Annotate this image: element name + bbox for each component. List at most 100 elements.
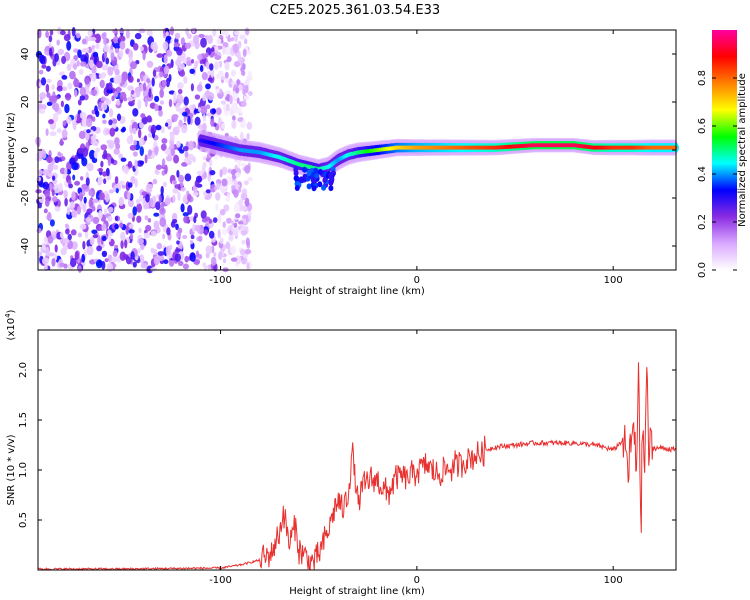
noise-speckle (37, 151, 43, 160)
noise-speckle (86, 245, 94, 256)
x-tick-label: 100 (604, 275, 623, 286)
noise-speckle (114, 137, 120, 146)
noise-speckle (242, 88, 246, 96)
noise-speckle (246, 121, 253, 130)
noise-speckle (248, 91, 253, 96)
noise-speckle (147, 218, 152, 223)
noise-speckle (160, 185, 164, 195)
noise-speckle (186, 33, 192, 39)
noise-speckle (92, 234, 99, 239)
noise-speckle (206, 61, 210, 70)
noise-speckle (46, 92, 51, 98)
noise-speckle (46, 156, 53, 163)
y-tick-label: 1.5 (18, 412, 29, 428)
noise-speckle (204, 195, 211, 200)
noise-speckle (226, 56, 232, 63)
noise-speckle (51, 258, 56, 267)
noise-speckle (114, 215, 119, 221)
noise-speckle (187, 153, 194, 161)
noise-speckle (90, 72, 97, 82)
noise-speckle (157, 255, 165, 261)
noise-speckle (175, 59, 182, 67)
noise-speckle (51, 84, 55, 91)
noise-speckle (80, 61, 87, 67)
noise-speckle (63, 34, 71, 42)
colorbar-tick-label: 0.8 (697, 70, 708, 86)
noise-speckle (154, 95, 160, 103)
noise-speckle (53, 102, 60, 113)
noise-speckle (164, 148, 171, 155)
noise-speckle (64, 223, 69, 229)
noise-speckle (82, 147, 89, 158)
noise-speckle (38, 194, 45, 203)
noise-speckle (244, 38, 248, 45)
noise-speckle (56, 39, 60, 46)
y-tick-label: 1.0 (18, 462, 29, 478)
noise-speckle (231, 185, 236, 191)
noise-speckle (159, 71, 164, 78)
colorbar: 0.0 0.2 0.4 0.6 0.8 Normalized spectral ampl… (697, 30, 748, 278)
noise-speckle (244, 164, 251, 174)
noise-speckle (214, 46, 219, 51)
ridge-scatter (299, 177, 305, 184)
noise-speckle (200, 210, 207, 220)
ridge-scatter (294, 175, 299, 182)
noise-speckle (143, 232, 150, 239)
noise-speckle (182, 146, 189, 152)
noise-speckle (127, 198, 134, 208)
noise-speckle (78, 69, 84, 75)
noise-speckle (228, 234, 234, 242)
noise-speckle (113, 90, 119, 98)
noise-speckle (78, 130, 86, 140)
noise-speckle (89, 135, 97, 145)
noise-speckle (121, 184, 126, 189)
noise-speckle (107, 215, 113, 222)
noise-speckle (160, 126, 165, 134)
noise-speckle (166, 49, 173, 57)
noise-speckle (87, 46, 93, 54)
noise-speckle (210, 118, 215, 127)
noise-speckle (202, 161, 207, 168)
noise-speckle (62, 238, 70, 245)
colorbar-tick-label: 0.4 (697, 166, 708, 182)
noise-speckle (140, 74, 144, 82)
noise-speckle (119, 222, 124, 229)
noise-speckle (47, 163, 54, 173)
noise-speckle (80, 176, 84, 181)
noise-speckle (213, 252, 217, 257)
x-tick-label: 0 (414, 275, 420, 286)
noise-speckle (95, 147, 100, 153)
noise-speckle (165, 35, 172, 41)
noise-speckle (63, 263, 68, 269)
noise-speckle (66, 40, 72, 51)
noise-speckle (142, 50, 146, 61)
noise-speckle (48, 47, 53, 57)
noise-speckle (233, 189, 239, 198)
noise-speckle (139, 46, 144, 52)
noise-speckle (77, 265, 82, 273)
noise-speckle (233, 222, 238, 228)
ridge-scatter (302, 166, 308, 173)
noise-speckle (119, 40, 126, 50)
noise-speckle (191, 59, 194, 64)
noise-speckle (197, 224, 200, 234)
colorbar-tick-label: 0.6 (697, 118, 708, 134)
noise-speckle (59, 231, 64, 239)
noise-speckle (122, 165, 129, 174)
spectrogram-ticks: -100 0 100 -40 -20 0 20 40 (20, 30, 676, 286)
noise-speckle (50, 95, 57, 104)
noise-speckle (109, 108, 114, 118)
noise-speckle (228, 230, 233, 236)
noise-speckle (107, 254, 113, 263)
noise-speckle (76, 60, 80, 67)
noise-speckle (97, 176, 103, 184)
noise-speckle (95, 110, 100, 118)
noise-speckle (178, 174, 185, 183)
noise-speckle (127, 212, 134, 219)
noise-speckle (131, 90, 134, 95)
noise-speckle (87, 163, 94, 172)
ridge-scatter (306, 183, 312, 190)
noise-speckle (231, 120, 237, 129)
noise-speckle (172, 187, 179, 194)
noise-speckle (65, 228, 70, 235)
